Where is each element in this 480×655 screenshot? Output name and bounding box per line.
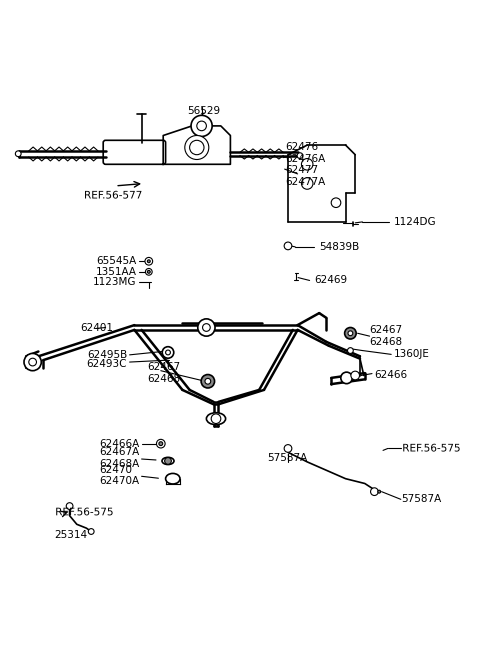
Circle shape [205, 379, 211, 384]
Circle shape [145, 257, 153, 265]
Circle shape [378, 490, 381, 493]
Circle shape [185, 136, 209, 160]
Circle shape [29, 358, 36, 366]
Circle shape [371, 488, 378, 495]
Text: 1123MG: 1123MG [93, 277, 137, 288]
Ellipse shape [162, 457, 174, 464]
Text: 65545A: 65545A [96, 256, 137, 267]
Text: REF.56-575: REF.56-575 [402, 443, 460, 453]
Text: 1124DG: 1124DG [394, 217, 436, 227]
Text: 62469: 62469 [314, 276, 348, 286]
Circle shape [162, 346, 174, 358]
Circle shape [166, 350, 170, 355]
Circle shape [201, 375, 215, 388]
Circle shape [147, 260, 150, 263]
Circle shape [345, 328, 356, 339]
Circle shape [190, 140, 204, 155]
Circle shape [284, 445, 292, 453]
Text: REF.56-577: REF.56-577 [84, 191, 142, 200]
Ellipse shape [166, 474, 180, 484]
Text: 62476
62476A
62477
62477A: 62476 62476A 62477 62477A [286, 142, 326, 187]
Text: 25314: 25314 [54, 530, 88, 540]
Circle shape [301, 159, 313, 170]
Circle shape [284, 242, 292, 250]
Circle shape [297, 153, 303, 159]
Circle shape [348, 331, 353, 335]
Text: 62467
62468: 62467 62468 [370, 326, 403, 347]
Circle shape [301, 178, 313, 189]
Text: 57587A: 57587A [267, 453, 307, 463]
Text: 1360JE: 1360JE [394, 349, 430, 360]
Text: 62467
62468: 62467 62468 [147, 362, 180, 384]
Circle shape [159, 441, 163, 445]
Circle shape [147, 271, 150, 273]
Circle shape [165, 458, 171, 464]
Text: REF.56-575: REF.56-575 [55, 508, 113, 517]
Circle shape [198, 319, 215, 336]
Circle shape [191, 115, 212, 136]
Text: 62467A
62468A: 62467A 62468A [99, 447, 139, 469]
Ellipse shape [206, 413, 226, 424]
Circle shape [197, 121, 206, 131]
Circle shape [145, 269, 152, 275]
Text: 62493C: 62493C [87, 359, 127, 369]
Text: 62466A: 62466A [99, 439, 139, 449]
Text: 62495B: 62495B [87, 350, 127, 360]
Circle shape [211, 414, 221, 424]
Circle shape [203, 324, 210, 331]
Text: 62470
62470A: 62470 62470A [99, 464, 139, 486]
Text: 54839B: 54839B [319, 242, 360, 252]
Circle shape [15, 151, 21, 157]
Text: 57587A: 57587A [401, 495, 441, 504]
Text: 62401: 62401 [81, 324, 114, 333]
Circle shape [351, 371, 360, 380]
Circle shape [66, 502, 73, 510]
Circle shape [156, 440, 165, 448]
Circle shape [331, 198, 341, 208]
Circle shape [88, 529, 94, 534]
Circle shape [24, 354, 41, 371]
Text: 1351AA: 1351AA [96, 267, 137, 277]
Circle shape [348, 348, 353, 354]
FancyBboxPatch shape [103, 140, 166, 164]
Circle shape [341, 372, 352, 384]
Text: 56529: 56529 [187, 105, 221, 115]
Text: 62466: 62466 [374, 369, 408, 379]
